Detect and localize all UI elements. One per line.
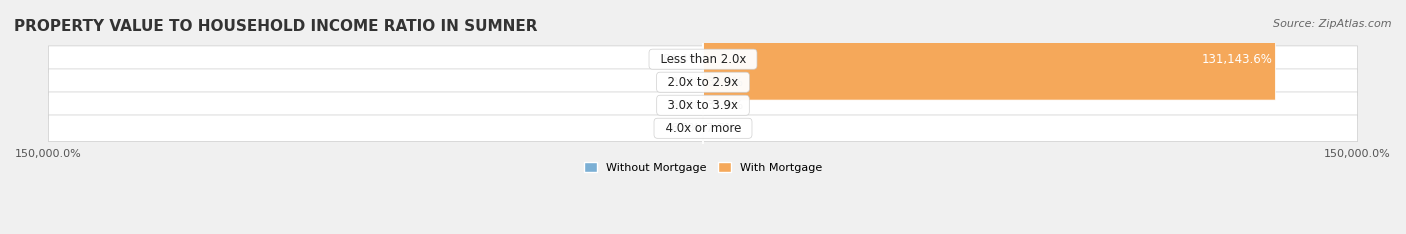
Text: 4.0x or more: 4.0x or more (658, 122, 748, 135)
FancyBboxPatch shape (48, 92, 1358, 119)
Text: 6.3%: 6.3% (669, 122, 700, 135)
FancyBboxPatch shape (703, 18, 1275, 100)
Text: 7.7%: 7.7% (706, 122, 737, 135)
FancyBboxPatch shape (48, 69, 1358, 95)
Text: 2.0x to 2.9x: 2.0x to 2.9x (661, 76, 745, 89)
Text: 33.3%: 33.3% (706, 76, 744, 89)
Text: 3.1%: 3.1% (671, 76, 700, 89)
Text: 35.9%: 35.9% (706, 99, 744, 112)
FancyBboxPatch shape (48, 115, 1358, 142)
FancyBboxPatch shape (48, 46, 1358, 73)
Text: 3.0x to 3.9x: 3.0x to 3.9x (661, 99, 745, 112)
Legend: Without Mortgage, With Mortgage: Without Mortgage, With Mortgage (579, 158, 827, 177)
Text: 6.3%: 6.3% (669, 99, 700, 112)
Text: Source: ZipAtlas.com: Source: ZipAtlas.com (1274, 19, 1392, 29)
Text: 131,143.6%: 131,143.6% (1201, 53, 1272, 66)
Text: Less than 2.0x: Less than 2.0x (652, 53, 754, 66)
Text: 84.4%: 84.4% (662, 53, 699, 66)
Text: PROPERTY VALUE TO HOUSEHOLD INCOME RATIO IN SUMNER: PROPERTY VALUE TO HOUSEHOLD INCOME RATIO… (14, 19, 537, 34)
